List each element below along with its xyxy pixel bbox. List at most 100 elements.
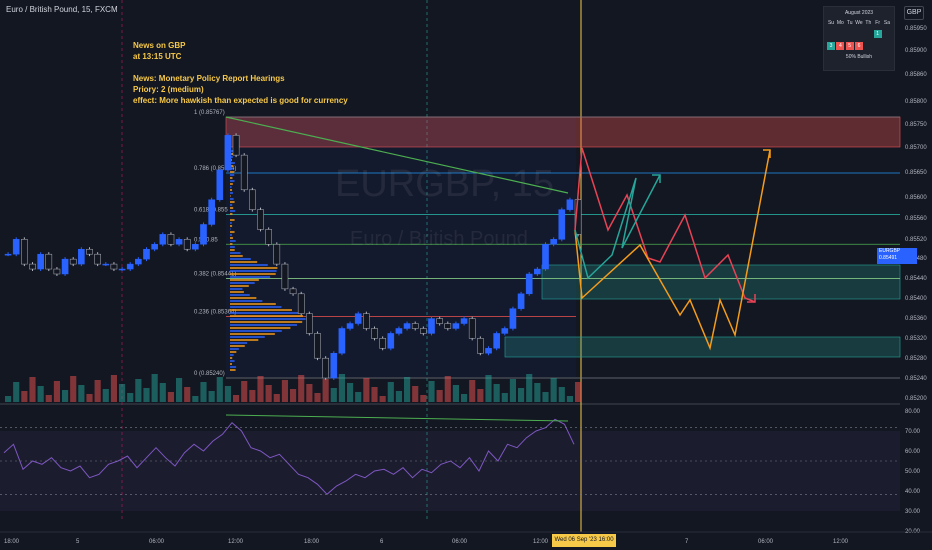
volume-profile-bar <box>230 237 233 239</box>
volume-profile-bar <box>230 294 250 296</box>
volume-bar <box>306 384 312 402</box>
volume-profile-bar <box>230 369 236 371</box>
volume-bar <box>46 395 52 402</box>
volume-profile-bar <box>230 276 270 278</box>
candle-body <box>363 314 369 329</box>
candle-body <box>217 170 223 200</box>
calendar-day-cell <box>883 42 891 50</box>
calendar-day-cell: 5 <box>846 42 854 50</box>
volume-profile-bar <box>230 342 247 344</box>
symbol-title[interactable]: Euro / British Pound, 15, FXCM <box>6 5 118 14</box>
volume-profile-bar <box>230 360 235 362</box>
volume-profile-bar <box>230 243 232 245</box>
candle-body <box>559 210 565 240</box>
volume-bar <box>160 383 166 402</box>
candle-body <box>200 224 206 244</box>
candle-body <box>127 264 133 269</box>
candle-body <box>298 294 304 314</box>
rsi-axis-tick: 60.00 <box>905 449 921 455</box>
volume-bar <box>95 380 101 402</box>
volume-bar <box>282 380 288 402</box>
time-axis-tick: 06:00 <box>149 539 165 545</box>
rsi-axis-tick: 70.00 <box>905 429 921 435</box>
candle-body <box>143 249 149 259</box>
volume-profile-bar <box>230 192 233 194</box>
weekday-we: We <box>855 20 863 26</box>
volume-bar <box>192 396 198 402</box>
weekday-th: Th <box>864 20 872 26</box>
volume-profile-bar <box>230 282 255 284</box>
volume-bar <box>420 395 426 402</box>
candle-body <box>477 338 483 353</box>
candle-body <box>494 333 500 348</box>
volume-bar <box>266 385 272 402</box>
volume-bar <box>86 394 92 402</box>
currency-button[interactable]: GBP <box>904 6 924 20</box>
last-price-label: EURGBP 0.85491 <box>877 248 917 264</box>
volume-profile-bar <box>230 240 236 242</box>
candle-body <box>437 319 443 324</box>
time-axis-tick: 5 <box>76 539 80 545</box>
volume-bar <box>168 392 174 402</box>
volume-profile-bar <box>230 312 298 314</box>
price-axis-tick: 0.85400 <box>905 296 927 302</box>
price-axis-tick: 0.85700 <box>905 145 927 151</box>
volume-bar <box>502 393 508 402</box>
candle-body <box>176 239 182 244</box>
volume-profile-bar <box>230 309 292 311</box>
weekday-sa: Sa <box>883 20 891 26</box>
candle-body <box>225 135 231 170</box>
calendar-day-cell: 1 <box>874 30 882 38</box>
volume-profile-bar <box>230 351 236 353</box>
volume-profile-bar <box>230 330 282 332</box>
candle-body <box>119 269 125 270</box>
weekday-tu: Tu <box>846 20 854 26</box>
price-axis-tick: 0.85650 <box>905 170 927 176</box>
volume-bar <box>437 390 443 402</box>
price-axis-tick: 0.85750 <box>905 122 927 128</box>
volume-profile-bar <box>230 279 259 281</box>
volume-profile-bar <box>230 348 239 350</box>
volume-profile-bar <box>230 336 265 338</box>
volume-profile-bar <box>230 327 290 329</box>
volume-bar <box>184 387 190 402</box>
candle-body <box>29 264 35 269</box>
volume-bar <box>54 381 60 402</box>
candle-body <box>518 294 524 309</box>
seasonality-calendar: August 2023 Su Mo Tu We Th Fr Sa 1 3456 … <box>823 6 895 71</box>
volume-profile-bar <box>230 225 232 227</box>
candle-body <box>282 264 288 289</box>
price-axis-tick: 0.85950 <box>905 26 927 32</box>
time-axis-tick: 6 <box>380 539 384 545</box>
candle-body <box>111 264 117 269</box>
volume-bar <box>371 387 377 402</box>
candle-body <box>396 328 402 333</box>
time-axis-tick: 7 <box>685 539 689 545</box>
volume-bar <box>339 374 345 402</box>
calendar-day-cell <box>864 42 872 50</box>
volume-bar <box>257 376 263 402</box>
volume-profile-bar <box>230 315 303 317</box>
volume-bar <box>62 390 68 402</box>
price-axis-tick: 0.85900 <box>905 48 927 54</box>
volume-bar <box>534 383 540 402</box>
candle-body <box>323 358 329 378</box>
price-axis-tick: 0.85860 <box>905 72 927 78</box>
volume-bar <box>152 374 158 402</box>
volume-bar <box>485 375 491 402</box>
volume-bar <box>526 374 532 402</box>
candle-body <box>86 249 92 254</box>
volume-bar <box>461 394 467 402</box>
candle-body <box>469 319 475 339</box>
price-axis-tick: 0.85320 <box>905 336 927 342</box>
candle-body <box>420 328 426 333</box>
candle-body <box>249 190 255 210</box>
volume-profile-bar <box>230 291 244 293</box>
candle-body <box>331 353 337 378</box>
news-line-4: Priory: 2 (medium) <box>133 85 204 94</box>
volume-bar <box>551 378 557 402</box>
volume-bar <box>78 385 84 402</box>
price-axis-tick: 0.85360 <box>905 316 927 322</box>
volume-profile-bar <box>230 246 235 248</box>
rsi-divergence-line <box>226 415 568 421</box>
